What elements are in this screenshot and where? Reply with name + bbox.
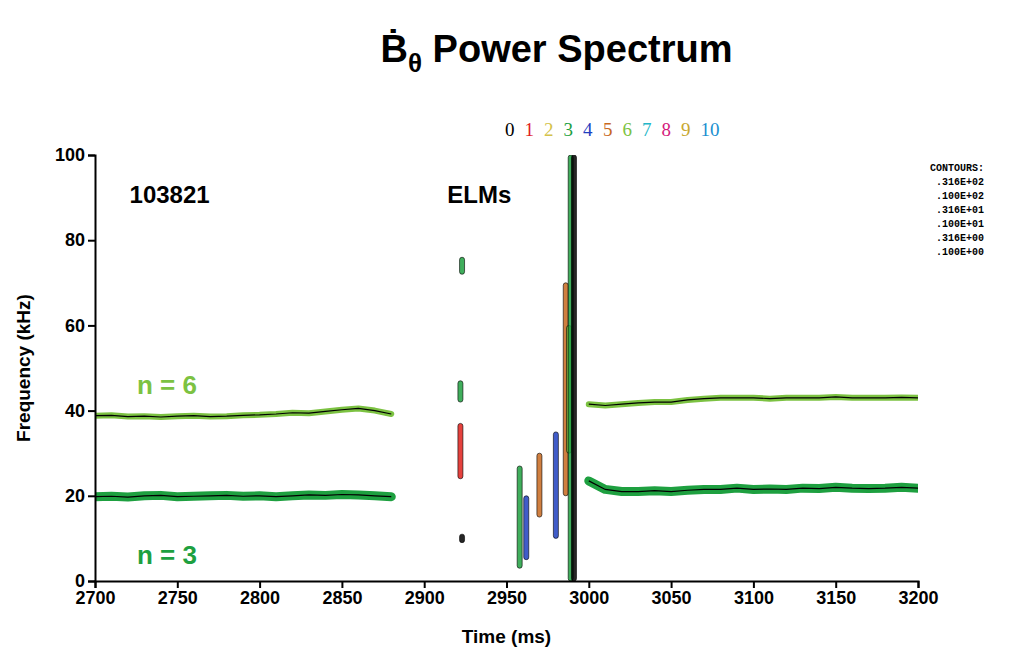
y-axis-title: Frequency (kHz) bbox=[13, 294, 34, 442]
trace-contour bbox=[95, 481, 918, 497]
mode-legend-entry: 0 bbox=[505, 119, 515, 140]
x-tick-label: 3200 bbox=[898, 588, 938, 608]
elm-burst bbox=[460, 534, 465, 543]
x-tick: 2750 bbox=[158, 581, 198, 608]
x-tick: 3100 bbox=[734, 581, 774, 608]
elm-burst bbox=[517, 466, 522, 568]
mode-legend-entry: 9 bbox=[681, 119, 691, 140]
y-tick: 80 bbox=[65, 230, 95, 250]
title: Ḃθ Power Spectrum bbox=[381, 28, 733, 78]
x-tick-label: 2900 bbox=[405, 588, 445, 608]
annotation: ELMs bbox=[447, 181, 511, 208]
plot-area bbox=[95, 155, 918, 581]
y-tick-label: 40 bbox=[65, 401, 85, 421]
y-tick: 0 bbox=[75, 571, 95, 591]
mode-legend-entry: 1 bbox=[525, 119, 535, 140]
elm-burst bbox=[553, 432, 558, 539]
x-tick: 3200 bbox=[898, 581, 938, 608]
contour-level: .316E+02 bbox=[936, 177, 984, 188]
y-tick-label: 100 bbox=[55, 145, 85, 165]
contour-level: .316E+00 bbox=[936, 233, 984, 244]
contour-level: .316E+01 bbox=[936, 205, 984, 216]
trace-band bbox=[95, 397, 918, 417]
elm-burst bbox=[458, 381, 463, 402]
x-tick-label: 2800 bbox=[240, 588, 280, 608]
y-axis: 0 20 40 60 80 100 bbox=[55, 145, 96, 591]
mode-legend-entry: 4 bbox=[583, 119, 593, 140]
y-tick-label: 0 bbox=[75, 571, 85, 591]
x-tick: 3150 bbox=[816, 581, 856, 608]
x-tick: 3000 bbox=[569, 581, 609, 608]
x-tick-label: 3150 bbox=[816, 588, 856, 608]
y-axis-line bbox=[88, 156, 96, 582]
x-tick-label: 3000 bbox=[569, 588, 609, 608]
x-tick-label: 2750 bbox=[158, 588, 198, 608]
y-tick: 40 bbox=[65, 401, 95, 421]
contour-level: .100E+02 bbox=[936, 191, 984, 202]
chart: Ḃθ Power Spectrum 2 7 0 0 2750 2800 2850 2900 295… bbox=[0, 0, 1019, 670]
elm-burst bbox=[537, 453, 542, 517]
elm-burst bbox=[460, 257, 465, 274]
contour-level: .100E+01 bbox=[936, 219, 984, 230]
y-tick-mark bbox=[88, 581, 95, 583]
x-tick-label: 3100 bbox=[734, 588, 774, 608]
y-tick: 100 bbox=[55, 145, 95, 165]
mode-legend-entry: 2 bbox=[544, 119, 554, 140]
x-tick: 2900 bbox=[405, 581, 445, 608]
y-tick-label: 80 bbox=[65, 230, 85, 250]
y-tick: 60 bbox=[65, 316, 95, 336]
mode-legend-entry: 10 bbox=[701, 119, 720, 140]
mode-legend-entry: 3 bbox=[564, 119, 574, 140]
x-tick: 2950 bbox=[487, 581, 527, 608]
trace-band bbox=[95, 481, 918, 497]
elm-burst bbox=[571, 155, 576, 581]
contour-level: .100E+00 bbox=[936, 247, 984, 258]
mode-legend-entry: 7 bbox=[642, 119, 652, 140]
x-axis-title: Time (ms) bbox=[462, 626, 551, 647]
y-tick-label: 60 bbox=[65, 316, 85, 336]
y-tick-mark bbox=[88, 325, 95, 327]
y-tick: 20 bbox=[65, 486, 95, 506]
mode-legend-entry: 6 bbox=[623, 119, 633, 140]
elm-burst bbox=[458, 423, 463, 478]
mode-legend-entry: 8 bbox=[662, 119, 672, 140]
elm-burst bbox=[524, 496, 529, 560]
y-tick-mark bbox=[88, 495, 95, 497]
mode-legend-entry: 5 bbox=[603, 119, 613, 140]
y-tick-label: 20 bbox=[65, 486, 85, 506]
x-tick: 2800 bbox=[240, 581, 280, 608]
x-tick: 3050 bbox=[652, 581, 692, 608]
y-tick-mark bbox=[88, 240, 95, 242]
contour-legend-title: CONTOURS: bbox=[930, 163, 984, 174]
series-label: n = 3 bbox=[137, 540, 197, 570]
y-tick-mark bbox=[88, 410, 95, 412]
annotation: 103821 bbox=[130, 181, 210, 208]
x-tick-label: 2850 bbox=[322, 588, 362, 608]
x-tick-label: 2950 bbox=[487, 588, 527, 608]
x-tick: 2850 bbox=[322, 581, 362, 608]
trace-contour bbox=[95, 397, 918, 417]
y-tick-mark bbox=[88, 155, 95, 157]
series-label: n = 6 bbox=[137, 370, 197, 400]
x-tick-label: 3050 bbox=[652, 588, 692, 608]
x-axis: 2700275028002850290029503000305031003150… bbox=[75, 581, 938, 608]
